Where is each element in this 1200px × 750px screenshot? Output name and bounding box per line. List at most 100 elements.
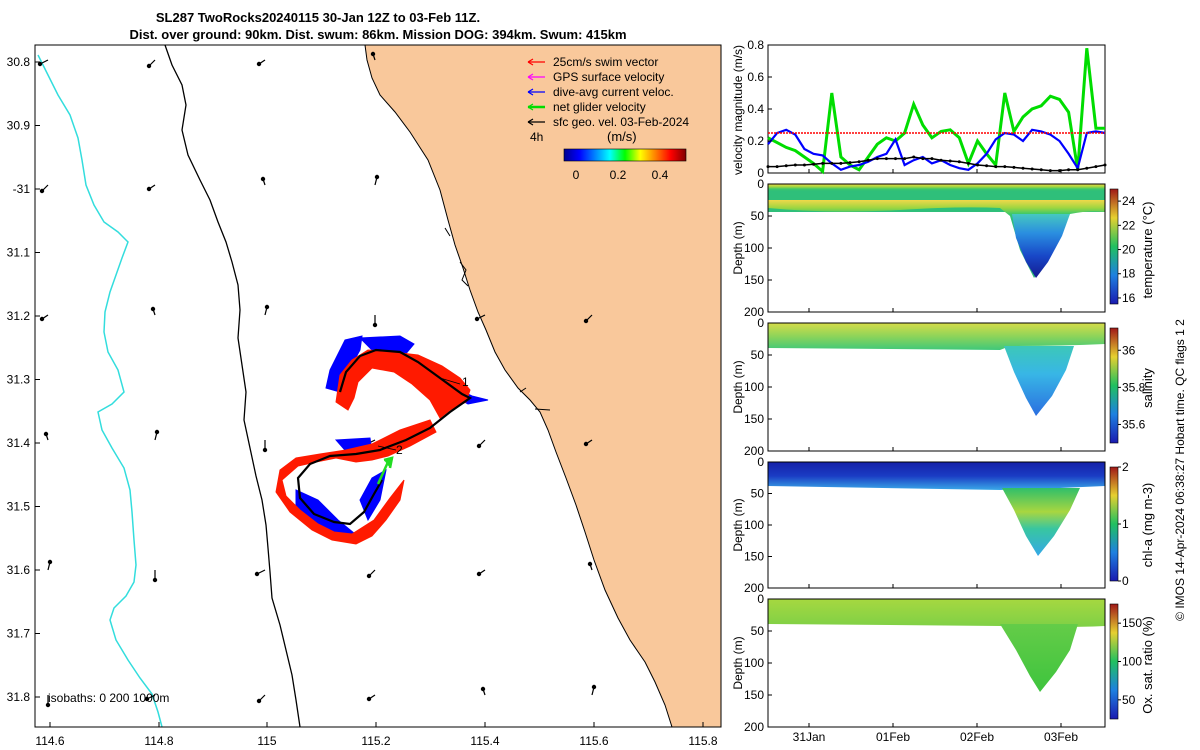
geostrophic-arrow-head bbox=[254, 571, 260, 577]
velocity-point bbox=[784, 164, 788, 168]
depth-tick-label: 50 bbox=[751, 487, 765, 501]
map-y-tick-label: 31.7 bbox=[7, 627, 31, 641]
velocity-point bbox=[939, 158, 943, 162]
velocity-ylabel: velocity magnitude (m/s) bbox=[731, 45, 745, 175]
geostrophic-arrow-head bbox=[154, 429, 160, 435]
velocity-point bbox=[957, 160, 961, 164]
isobath-200m bbox=[164, 45, 301, 727]
geostrophic-arrow-head bbox=[476, 443, 482, 449]
map-y-tick-label: -31 bbox=[13, 182, 31, 196]
legend-label: net glider velocity bbox=[553, 100, 646, 114]
date-tick-label: 01Feb bbox=[876, 730, 910, 744]
geostrophic-arrow-head bbox=[43, 431, 49, 437]
velocity-point bbox=[848, 161, 852, 165]
velocity-point bbox=[948, 159, 952, 163]
geostrophic-arrow-head bbox=[587, 561, 593, 567]
isobaths-label: isobaths: 0 200 1000m bbox=[48, 691, 169, 705]
colorbar-tick-label: 100 bbox=[1122, 655, 1142, 669]
geostrophic-arrow-head bbox=[150, 306, 156, 312]
waypoint-label-2: 2 bbox=[396, 443, 403, 457]
chla-panel bbox=[767, 461, 1119, 589]
depth-tick-label: 150 bbox=[744, 273, 764, 287]
colorbar-label: Ox. sat. ratio (%) bbox=[1140, 616, 1155, 714]
geostrophic-arrow-head bbox=[583, 441, 589, 447]
map-x-tick-label: 115 bbox=[257, 734, 276, 748]
map-x-tick-label: 114.6 bbox=[35, 734, 64, 748]
depth-tick-label: 50 bbox=[751, 209, 765, 223]
depth-tick-label: 0 bbox=[757, 592, 764, 606]
map-y-tick-label: 31.5 bbox=[7, 500, 31, 514]
velocity-point bbox=[921, 157, 925, 161]
depth-tick-label: 50 bbox=[751, 348, 765, 362]
geostrophic-arrow-head bbox=[256, 61, 262, 67]
velocity-ticks: 0 0.2 0.4 0.6 0.8 bbox=[747, 38, 1062, 180]
depth-tick-label: 100 bbox=[744, 241, 764, 255]
temperature-deep-water bbox=[1012, 214, 1070, 278]
oxygen-panel bbox=[767, 598, 1119, 728]
depth-axis-label: Depth (m) bbox=[731, 636, 745, 689]
depth-tick-label: 200 bbox=[744, 305, 764, 319]
map-x-tick-label: 115.4 bbox=[470, 734, 499, 748]
colorbar-tick-label: 16 bbox=[1122, 291, 1136, 305]
geostrophic-arrow-head bbox=[480, 686, 486, 692]
oxygen-colorbar bbox=[1109, 603, 1119, 720]
glider-track bbox=[275, 335, 489, 545]
velocity-point bbox=[1003, 165, 1007, 169]
colorbar-unit: (m/s) bbox=[607, 129, 637, 144]
velocity-y-tick-label: 0 bbox=[757, 166, 764, 180]
velocity-y-tick-label: 0.6 bbox=[747, 70, 764, 84]
legend-swatch-head bbox=[527, 103, 534, 111]
depth-tick-label: 50 bbox=[751, 624, 765, 638]
geostrophic-arrow-head bbox=[583, 318, 589, 324]
colorbar-tick-label: 150 bbox=[1122, 616, 1142, 630]
map-y-tick-label: 30.8 bbox=[7, 55, 31, 69]
map-x-tick-label: 115.6 bbox=[579, 734, 608, 748]
geostrophic-arrow-head bbox=[152, 577, 158, 583]
copyright-note: © IMOS 14-Apr-2024 06:38:27 Hobart time.… bbox=[1173, 319, 1187, 621]
salinity-deep-water bbox=[1004, 346, 1074, 416]
velocity-point bbox=[802, 163, 806, 167]
velocity-point bbox=[875, 157, 879, 161]
chla-deep-water bbox=[1002, 488, 1080, 556]
velocity-point bbox=[884, 157, 888, 161]
coastline bbox=[364, 45, 673, 727]
colorbar-tick-label: 0 bbox=[1122, 574, 1129, 588]
geostrophic-arrow-head bbox=[144, 696, 150, 702]
depth-tick-label: 0 bbox=[757, 316, 764, 330]
depth-tick-label: 150 bbox=[744, 688, 764, 702]
velocity-point bbox=[1021, 166, 1025, 170]
velocity-point bbox=[1085, 166, 1089, 170]
velocity-point bbox=[1039, 168, 1043, 172]
geostrophic-arrow-head bbox=[474, 316, 480, 322]
legend-swatch-head bbox=[527, 118, 534, 126]
map-x-tick-label: 115.8 bbox=[688, 734, 717, 748]
salinity-panel bbox=[767, 322, 1119, 452]
geostrophic-arrow-head bbox=[374, 174, 380, 180]
geostrophic-arrow-head bbox=[146, 186, 152, 192]
velocity-point bbox=[966, 161, 970, 165]
map-y-tick-label: 30.9 bbox=[7, 119, 31, 133]
colorbar-tick-label: 2 bbox=[1122, 460, 1129, 474]
track-line bbox=[296, 348, 473, 526]
chla-surface-layer bbox=[768, 462, 1105, 490]
geostrophic-arrow-head bbox=[262, 447, 268, 453]
velocity-point bbox=[994, 165, 998, 169]
speed-colorbar-tick: 0.2 bbox=[610, 168, 627, 182]
velocity-point bbox=[830, 161, 834, 165]
velocity-point bbox=[903, 157, 907, 161]
date-tick-label: 02Feb bbox=[960, 730, 994, 744]
velocity-y-tick-label: 0.4 bbox=[747, 102, 764, 116]
geostrophic-arrow-head bbox=[476, 571, 482, 577]
depth-tick-label: 0 bbox=[757, 177, 764, 191]
geostrophic-arrow-head bbox=[366, 573, 372, 579]
depth-tick-label: 100 bbox=[744, 518, 764, 532]
map-y-tick-label: 31.3 bbox=[7, 373, 31, 387]
legend-swatch-head bbox=[527, 73, 534, 81]
velocity-point bbox=[1103, 163, 1107, 167]
waypoint-leader bbox=[377, 377, 461, 451]
velocity-point bbox=[1048, 169, 1052, 173]
colorbar-tick-label: 35.6 bbox=[1122, 417, 1146, 431]
velocity-point bbox=[975, 163, 979, 167]
